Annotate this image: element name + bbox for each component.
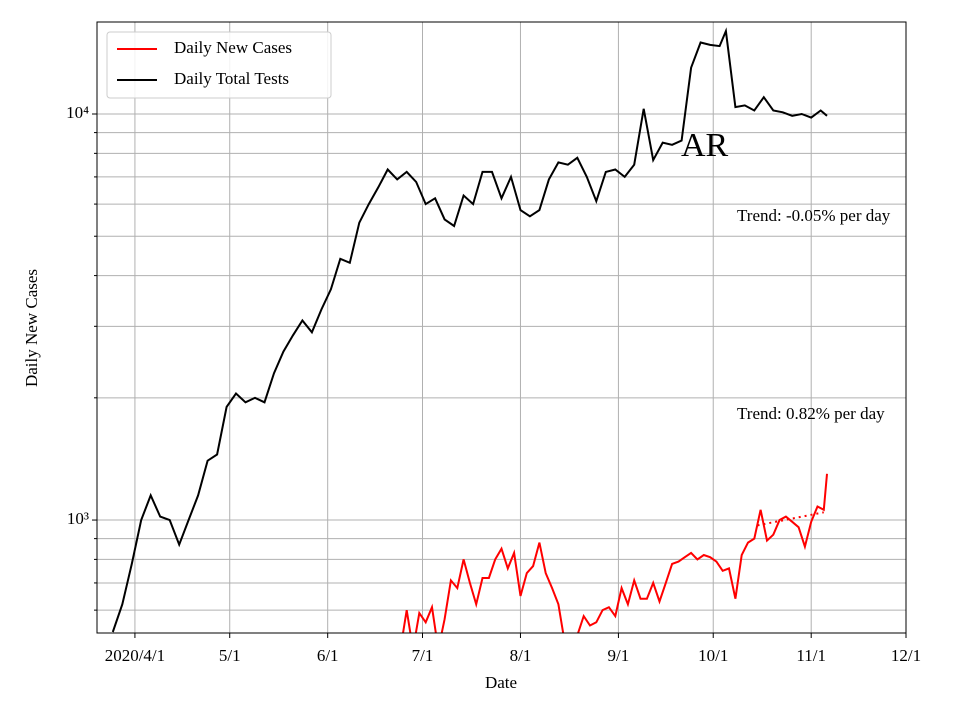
x-tick-label: 2020/4/1 — [105, 646, 165, 665]
series-line — [402, 473, 828, 633]
plot-area — [111, 27, 828, 633]
y-tick-label: 10³ — [67, 509, 89, 528]
x-tick-label: 7/1 — [412, 646, 434, 665]
x-tick-label: 12/1 — [891, 646, 921, 665]
series-line — [111, 27, 828, 633]
annotation: AR — [681, 127, 729, 164]
y-tick-label: 10⁴ — [66, 103, 89, 122]
legend-label: Daily New Cases — [174, 38, 292, 57]
x-tick-label: 9/1 — [608, 646, 630, 665]
x-axis-label: Date — [485, 673, 517, 692]
legend-label: Daily Total Tests — [174, 69, 289, 88]
grid — [97, 22, 907, 633]
legend-box — [106, 31, 332, 99]
x-tick-label: 10/1 — [698, 646, 728, 665]
y-axis-label: Daily New Cases — [22, 269, 41, 387]
x-tick-label: 11/1 — [796, 646, 826, 665]
x-tick-label: 8/1 — [510, 646, 532, 665]
x-tick-label: 5/1 — [219, 646, 241, 665]
annotation: Trend: 0.82% per day — [737, 404, 885, 423]
x-tick-label: 6/1 — [317, 646, 339, 665]
legend: Daily New Cases Daily Total Tests — [106, 31, 332, 99]
annotation: Trend: -0.05% per day — [737, 206, 891, 225]
axes-frame — [96, 21, 907, 634]
